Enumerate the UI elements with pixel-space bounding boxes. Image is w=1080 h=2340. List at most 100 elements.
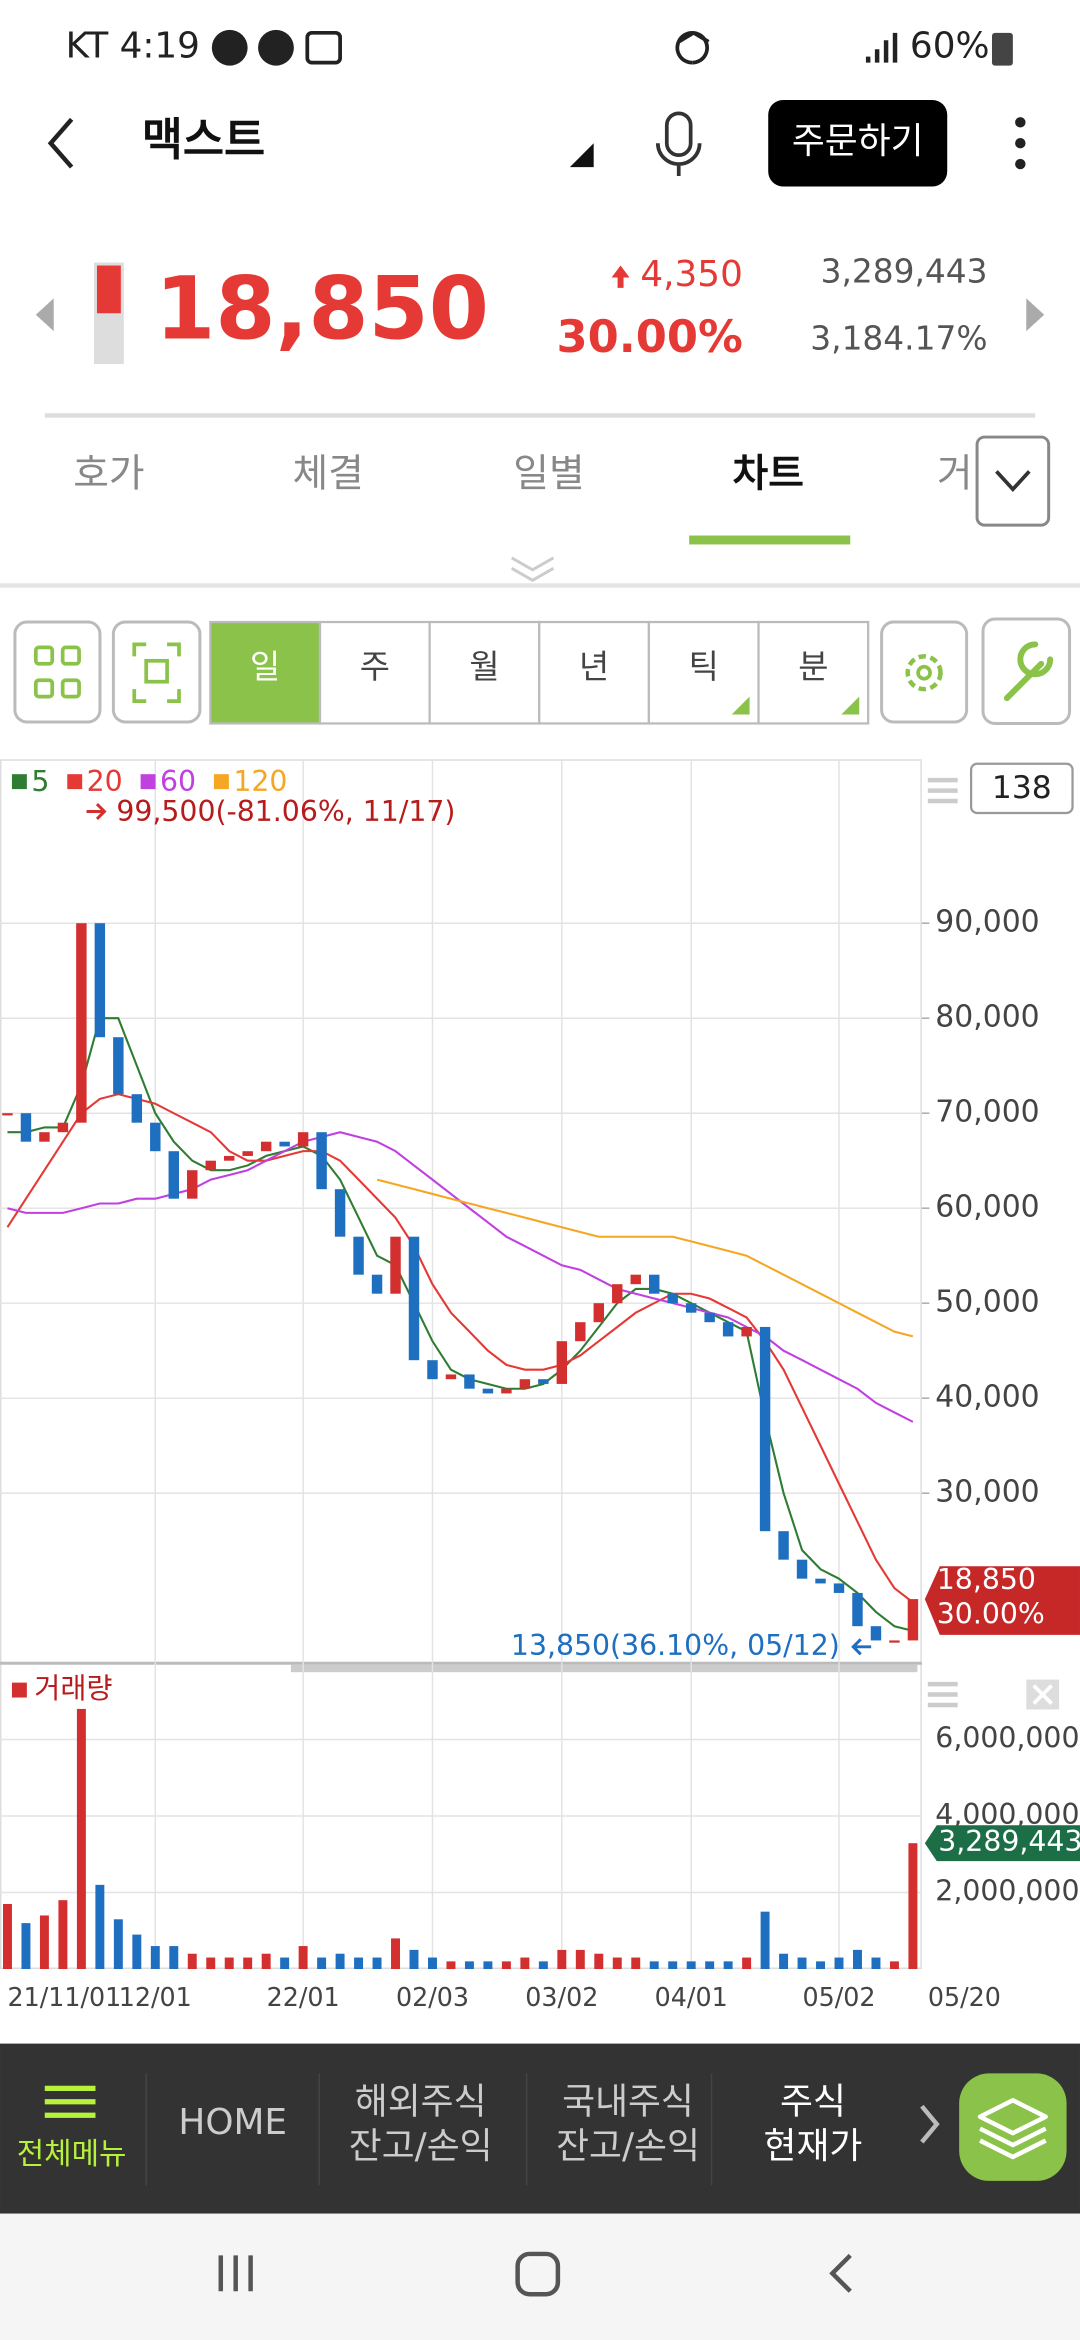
dot — [1015, 137, 1026, 149]
period-button[interactable] — [209, 620, 322, 725]
volume-bar — [797, 1957, 807, 1970]
volume-bar — [668, 1961, 678, 1970]
candle — [722, 1322, 734, 1337]
volume-bar — [21, 1923, 31, 1970]
period-label[interactable]: 년 — [579, 648, 609, 686]
layout-button[interactable] — [13, 620, 102, 724]
fullscreen-button[interactable] — [111, 620, 202, 724]
candle — [57, 1122, 69, 1133]
low-label: 13,850(36.10%, 05/12) — [511, 1629, 840, 1662]
volume-bar — [354, 1957, 364, 1970]
count-box[interactable] — [969, 762, 1074, 815]
tab[interactable]: 일별 — [513, 451, 584, 496]
nav-label[interactable]: 전체메뉴 — [17, 2137, 127, 2172]
status-left: KT 4:19 — [66, 26, 200, 67]
low-arrow — [851, 1638, 872, 1656]
candle — [501, 1388, 512, 1394]
candle — [242, 1151, 253, 1156]
candle — [704, 1312, 715, 1323]
period-label[interactable]: 일 — [250, 648, 280, 686]
tab[interactable]: 호가 — [73, 451, 144, 496]
prev-arrow[interactable] — [35, 298, 54, 332]
order-button-label[interactable]: 주문하기 — [792, 121, 924, 162]
volume-bar — [501, 1961, 511, 1970]
tab-dropdown[interactable] — [975, 435, 1051, 527]
grid-icon — [33, 645, 81, 699]
volume-legend-swatch — [11, 1682, 27, 1698]
period-label[interactable]: 주 — [360, 648, 390, 686]
tab[interactable]: 거 — [937, 451, 973, 496]
nav-label[interactable]: 잔고/손익 — [349, 2126, 493, 2167]
period-button[interactable] — [428, 620, 541, 725]
dropdown-triangle[interactable] — [569, 143, 594, 168]
nav-label[interactable]: 잔고/손익 — [556, 2126, 700, 2167]
period-label[interactable]: 분 — [798, 648, 828, 686]
settings-button[interactable] — [880, 620, 969, 724]
candle — [2, 1113, 13, 1116]
nav-label[interactable]: 국내주식 — [562, 2081, 694, 2122]
volume-bar — [483, 1961, 493, 1970]
status-icon — [305, 30, 342, 65]
price-gauge-fill — [96, 265, 121, 314]
expand-handle[interactable] — [510, 556, 555, 582]
panel-splitter[interactable] — [290, 1664, 918, 1673]
y-tick-label: 30,000 — [935, 1475, 1039, 1510]
x-tick-label: 21/11/01 — [7, 1982, 121, 2012]
mic-button[interactable] — [655, 111, 702, 177]
volume-bar — [409, 1949, 419, 1970]
menu-icon[interactable] — [927, 1681, 958, 1708]
candle — [427, 1360, 438, 1380]
candle — [131, 1094, 143, 1123]
menu-icon[interactable] — [44, 2085, 96, 2118]
fullscreen-icon — [132, 642, 181, 703]
recents-button[interactable] — [218, 2255, 253, 2292]
candle — [870, 1626, 882, 1641]
menu-icon[interactable] — [927, 777, 958, 804]
order-button[interactable] — [768, 99, 948, 187]
back-button[interactable] — [47, 117, 74, 169]
x-tick-label: 22/01 — [267, 1982, 340, 2012]
nav-label[interactable]: 현재가 — [764, 2126, 863, 2167]
nav-scroll[interactable] — [920, 2104, 940, 2144]
legend-label: 120 — [233, 765, 287, 798]
next-arrow[interactable] — [1026, 298, 1045, 332]
volume-bar — [723, 1961, 733, 1970]
more-button[interactable] — [1015, 117, 1026, 170]
home-button[interactable] — [515, 2251, 561, 2297]
volume-bar — [557, 1949, 567, 1970]
x-tick-label: 04/01 — [655, 1982, 728, 2012]
battery-icon — [991, 32, 1013, 66]
volume-bar — [76, 1708, 86, 1970]
back-nav-button[interactable] — [829, 2253, 852, 2293]
period-label[interactable]: 월 — [469, 648, 499, 686]
nav-label[interactable]: 해외주식 — [355, 2081, 487, 2122]
y-tick-label: 80,000 — [935, 1000, 1039, 1035]
volume-bar — [2, 1903, 12, 1970]
volume-bar — [649, 1961, 659, 1970]
volume-bar — [853, 1949, 862, 1970]
legend-swatch — [140, 774, 156, 790]
nav-label[interactable]: HOME — [178, 2102, 287, 2143]
alarm-icon — [675, 30, 710, 65]
stock-name[interactable]: 맥스트 — [142, 113, 266, 166]
price-tag-label: 18,850 — [937, 1563, 1036, 1596]
candle — [907, 1599, 919, 1641]
candle-count[interactable]: 138 — [992, 770, 1052, 806]
period-label[interactable]: 틱 — [689, 648, 719, 686]
candle — [408, 1236, 420, 1361]
y-tick-label: 40,000 — [935, 1380, 1039, 1415]
battery-text: 60% — [910, 26, 990, 67]
volume-bar — [779, 1953, 789, 1970]
tab[interactable]: 차트 — [733, 451, 804, 496]
mic-icon — [655, 143, 702, 177]
tab[interactable]: 체결 — [293, 451, 364, 496]
candle — [316, 1132, 327, 1190]
system-nav — [0, 2213, 1080, 2340]
nav-label[interactable]: 주식 — [780, 2081, 846, 2122]
layers-button[interactable] — [959, 2073, 1067, 2181]
status-icon — [211, 29, 248, 66]
